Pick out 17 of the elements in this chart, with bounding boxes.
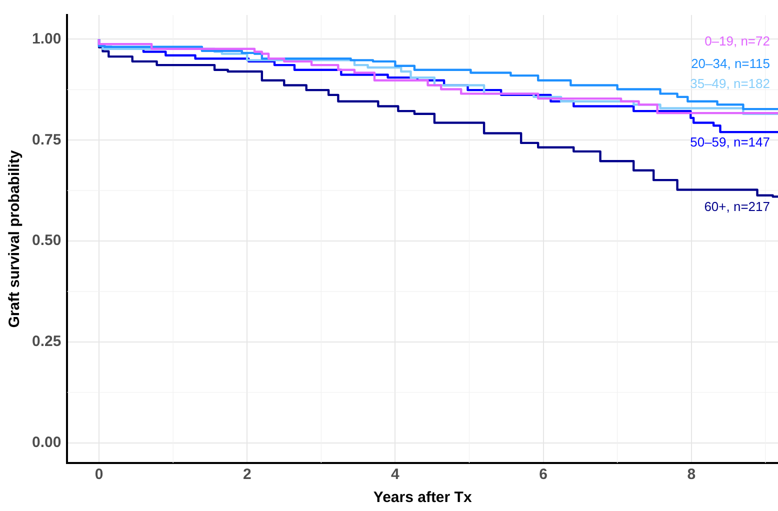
series-label: 60+, n=217 [704,199,770,214]
y-tick-label: 0.50 [32,232,62,250]
text: 0–19, n=72 [704,33,770,48]
y-tick-label: 0.75 [32,131,62,148]
y-tick-label: 0.00 [32,434,62,451]
series-label: 50–59, n=147 [690,134,770,150]
x-axis-title: Years after Tx [373,489,472,506]
x-tick-label: 2 [242,466,252,484]
series-label: 35–49, n=182 [690,76,770,92]
y-tick-label: 0.25 [32,333,62,350]
x-tick-label: 4 [391,466,400,484]
text: 20–34, n=115 [691,56,770,71]
x-tick-label: 0 [94,466,104,484]
y-tick-label: 1.00 [32,30,62,48]
y-axis-title: Graft survival probability [6,150,24,328]
x-tick-label: 6 [539,466,548,484]
x-tick-label: 8 [687,466,696,484]
